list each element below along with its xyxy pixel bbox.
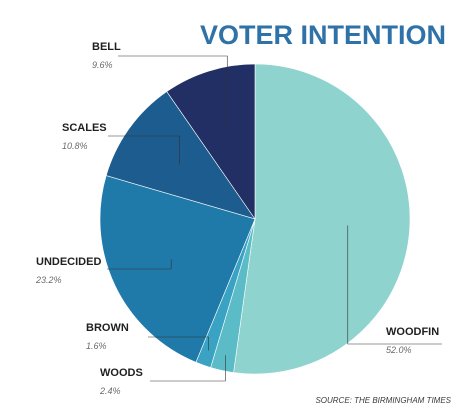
slice-value-bell: 9.6% [92, 60, 113, 70]
pie-slice-bell [166, 63, 256, 220]
slice-value-woodfin: 52.0% [386, 345, 412, 355]
slice-label-undecided: UNDECIDED [36, 256, 101, 268]
leader-line-brown [148, 336, 209, 351]
slice-label-brown: BROWN [86, 322, 129, 334]
leader-line-woods [150, 355, 226, 382]
slice-value-brown: 1.6% [86, 341, 107, 351]
leader-line-bell [118, 55, 228, 131]
pie-slice-scales [105, 91, 256, 220]
slice-label-bell: BELL [92, 41, 121, 53]
leader-line-woodfin [347, 225, 442, 345]
pie-slice-woodfin [233, 63, 411, 375]
slice-labels: WOODFIN 52.0% WOODS 2.4% BROWN 1.6% UNDECIDED 2… [35, 41, 439, 396]
slice-value-undecided: 23.2% [35, 275, 62, 285]
leader-line-undecided [107, 259, 172, 270]
pie-slices [99, 63, 411, 375]
leader-lines [107, 55, 442, 382]
slice-label-woodfin: WOODFIN [386, 326, 439, 338]
slice-value-woods: 2.4% [99, 386, 121, 396]
pie-slice-undecided [99, 175, 256, 363]
slice-value-scales: 10.8% [62, 141, 88, 151]
slice-label-woods: WOODS [100, 367, 143, 379]
chart-title: VOTER INTENTION [200, 20, 446, 50]
leader-line-scales [108, 135, 180, 165]
slice-label-scales: SCALES [62, 122, 107, 134]
chart-source: SOURCE: THE BIRMINGHAM TIMES [315, 396, 451, 405]
